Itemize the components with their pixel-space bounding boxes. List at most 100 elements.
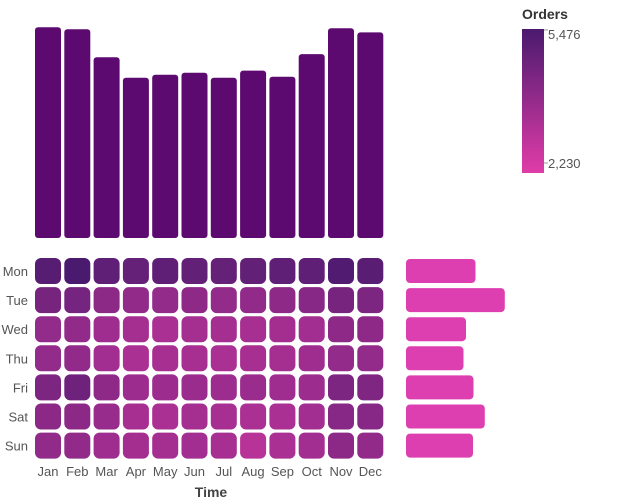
heat-cell-mon-dec[interactable]	[357, 258, 384, 284]
heat-cell-thu-sep[interactable]	[269, 345, 296, 372]
heat-cell-thu-mar[interactable]	[93, 345, 120, 372]
heat-cell-tue-nov[interactable]	[328, 287, 354, 314]
heat-cell-fri-aug[interactable]	[240, 374, 267, 401]
heat-cell-mon-nov[interactable]	[328, 258, 354, 284]
monthly-bar-aug[interactable]	[240, 70, 267, 238]
monthly-bar-mar[interactable]	[93, 57, 120, 239]
heat-cell-sat-jan[interactable]	[35, 403, 61, 430]
heat-cell-mon-jan[interactable]	[35, 258, 61, 284]
heat-cell-tue-may[interactable]	[152, 287, 179, 314]
heat-cell-mon-apr[interactable]	[122, 258, 149, 284]
heat-cell-mon-jun[interactable]	[181, 258, 208, 284]
heat-cell-thu-apr[interactable]	[122, 345, 149, 372]
heat-cell-wed-mar[interactable]	[93, 316, 120, 343]
heat-cell-sat-oct[interactable]	[298, 403, 325, 430]
heat-cell-thu-dec[interactable]	[357, 345, 384, 372]
heat-cell-wed-feb[interactable]	[64, 316, 91, 343]
heat-cell-thu-feb[interactable]	[64, 345, 91, 372]
heat-cell-sat-jul[interactable]	[210, 403, 237, 430]
monthly-bar-jun[interactable]	[181, 72, 208, 238]
heat-cell-fri-sep[interactable]	[269, 374, 296, 401]
heat-cell-sun-sep[interactable]	[269, 432, 296, 459]
heat-cell-mon-mar[interactable]	[93, 258, 120, 284]
daily-bar-fri[interactable]	[406, 375, 474, 400]
heat-cell-thu-aug[interactable]	[240, 345, 267, 372]
heat-cell-wed-sep[interactable]	[269, 316, 296, 343]
daily-bar-thu[interactable]	[406, 346, 464, 371]
heat-cell-thu-nov[interactable]	[328, 345, 354, 372]
monthly-bar-jan[interactable]	[35, 27, 61, 239]
heat-cell-fri-dec[interactable]	[357, 374, 384, 401]
heat-cell-wed-may[interactable]	[152, 316, 179, 343]
heat-cell-tue-dec[interactable]	[357, 287, 384, 314]
heat-cell-sat-apr[interactable]	[122, 403, 149, 430]
heat-cell-tue-mar[interactable]	[93, 287, 120, 314]
heat-cell-sun-dec[interactable]	[357, 432, 384, 459]
daily-bar-mon[interactable]	[406, 259, 476, 283]
heat-cell-wed-nov[interactable]	[328, 316, 354, 343]
heat-cell-tue-jun[interactable]	[181, 287, 208, 314]
heat-cell-sat-may[interactable]	[152, 403, 179, 430]
heat-cell-mon-may[interactable]	[152, 258, 179, 284]
heat-cell-wed-jan[interactable]	[35, 316, 61, 343]
monthly-bar-may[interactable]	[152, 74, 179, 238]
heat-cell-tue-jan[interactable]	[35, 287, 61, 314]
heat-cell-mon-feb[interactable]	[64, 258, 91, 284]
daily-bar-wed[interactable]	[406, 317, 466, 342]
heat-cell-sun-nov[interactable]	[328, 432, 354, 459]
heat-cell-sat-nov[interactable]	[328, 403, 354, 430]
heat-cell-sun-feb[interactable]	[64, 432, 91, 459]
heat-cell-sun-oct[interactable]	[298, 432, 325, 459]
heat-cell-wed-apr[interactable]	[122, 316, 149, 343]
heat-cell-wed-oct[interactable]	[298, 316, 325, 343]
heat-cell-tue-oct[interactable]	[298, 287, 325, 314]
heat-cell-mon-sep[interactable]	[269, 258, 296, 284]
heat-cell-mon-oct[interactable]	[298, 258, 325, 284]
heat-cell-sat-jun[interactable]	[181, 403, 208, 430]
heat-cell-fri-feb[interactable]	[64, 374, 91, 401]
heat-cell-wed-jul[interactable]	[210, 316, 237, 343]
heat-cell-mon-aug[interactable]	[240, 258, 267, 284]
daily-bar-sun[interactable]	[406, 433, 473, 458]
heat-cell-thu-jan[interactable]	[35, 345, 61, 372]
heat-cell-sat-mar[interactable]	[93, 403, 120, 430]
heat-cell-sun-mar[interactable]	[93, 432, 120, 459]
heat-cell-sat-sep[interactable]	[269, 403, 296, 430]
heat-cell-thu-jun[interactable]	[181, 345, 208, 372]
heat-cell-sat-feb[interactable]	[64, 403, 91, 430]
heat-cell-wed-dec[interactable]	[357, 316, 384, 343]
heat-cell-fri-jun[interactable]	[181, 374, 208, 401]
monthly-bar-dec[interactable]	[357, 32, 384, 239]
monthly-bar-oct[interactable]	[298, 54, 325, 238]
heat-cell-sun-apr[interactable]	[122, 432, 149, 459]
heat-cell-fri-jan[interactable]	[35, 374, 61, 401]
heat-cell-tue-apr[interactable]	[122, 287, 149, 314]
heat-cell-fri-may[interactable]	[152, 374, 179, 401]
monthly-bar-sep[interactable]	[269, 76, 296, 238]
heat-cell-tue-jul[interactable]	[210, 287, 237, 314]
heat-cell-fri-oct[interactable]	[298, 374, 325, 401]
heat-cell-tue-feb[interactable]	[64, 287, 91, 314]
heat-cell-fri-nov[interactable]	[328, 374, 354, 401]
daily-bar-tue[interactable]	[406, 288, 505, 313]
heat-cell-wed-jun[interactable]	[181, 316, 208, 343]
daily-bar-sat[interactable]	[406, 404, 485, 429]
heat-cell-fri-apr[interactable]	[122, 374, 149, 401]
monthly-bar-feb[interactable]	[64, 29, 91, 238]
monthly-bar-apr[interactable]	[122, 77, 149, 238]
heat-cell-tue-sep[interactable]	[269, 287, 296, 314]
heat-cell-thu-jul[interactable]	[210, 345, 237, 372]
heat-cell-sun-aug[interactable]	[240, 432, 267, 459]
monthly-bar-nov[interactable]	[328, 28, 354, 239]
heat-cell-fri-jul[interactable]	[210, 374, 237, 401]
heat-cell-thu-may[interactable]	[152, 345, 179, 372]
heat-cell-sun-jun[interactable]	[181, 432, 208, 459]
heat-cell-thu-oct[interactable]	[298, 345, 325, 372]
heat-cell-sat-dec[interactable]	[357, 403, 384, 430]
heat-cell-sat-aug[interactable]	[240, 403, 267, 430]
monthly-bar-jul[interactable]	[210, 77, 237, 238]
heat-cell-wed-aug[interactable]	[240, 316, 267, 343]
heat-cell-fri-mar[interactable]	[93, 374, 120, 401]
heat-cell-mon-jul[interactable]	[210, 258, 237, 284]
heat-cell-sun-jul[interactable]	[210, 432, 237, 459]
